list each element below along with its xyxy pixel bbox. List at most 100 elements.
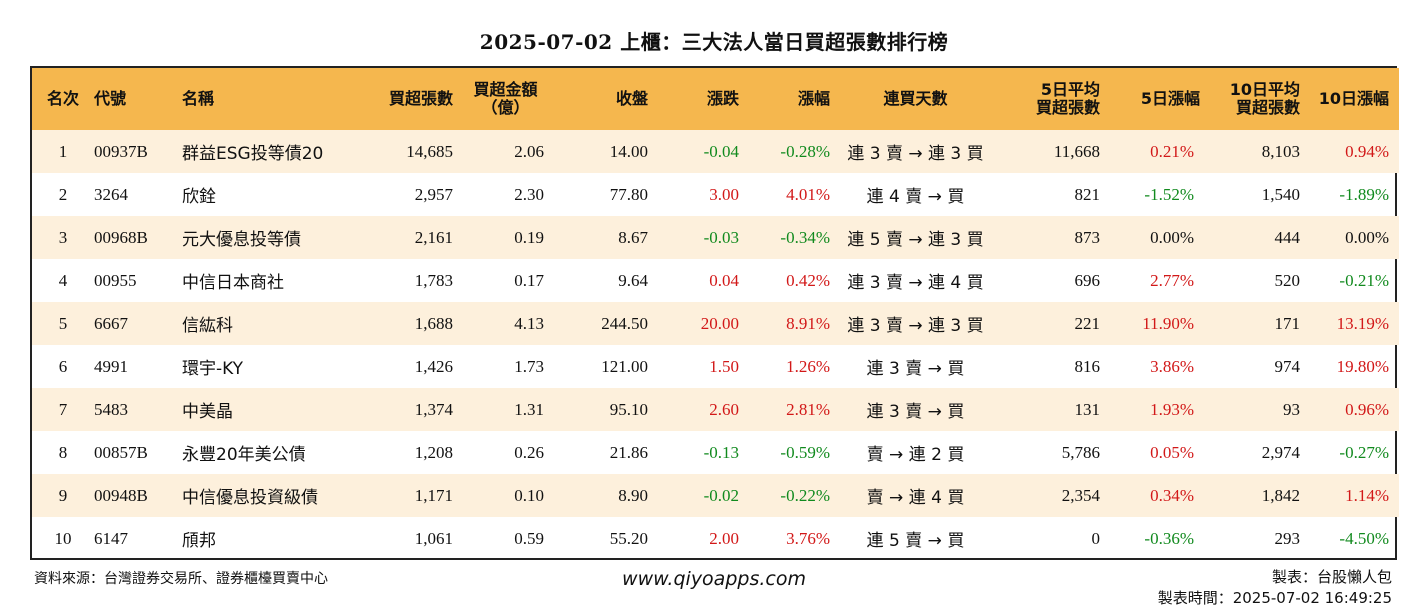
cell-change-pct: 2.81%: [786, 399, 830, 419]
cell-avg10: 974: [1274, 356, 1301, 376]
cell-pct10: 0.00%: [1345, 227, 1389, 247]
header-avg5-line1: 5日平均: [1040, 80, 1100, 99]
cell-avg5: 5,786: [1061, 442, 1100, 462]
cell-close: 121.00: [601, 356, 648, 376]
cell-close: 8.67: [618, 227, 648, 247]
cell-buy-amount: 0.59: [514, 528, 544, 548]
cell-name: 群益ESG投等債20: [182, 144, 324, 164]
cell-buy-lots: 1,061: [414, 528, 453, 548]
cell-change-pct: 3.76%: [786, 528, 830, 548]
cell-buy-lots: 1,688: [414, 313, 453, 333]
cell-code: 6667: [94, 313, 128, 333]
cell-avg10: 520: [1274, 270, 1301, 290]
footer-author: 製表：台股懶人包: [1271, 568, 1392, 586]
cell-buy-lots: 2,161: [414, 227, 453, 247]
cell-streak: 連 3 賣 → 連 3 買: [847, 316, 984, 336]
cell-change-pct: -0.22%: [780, 485, 830, 505]
cell-buy-amount: 0.26: [514, 442, 544, 462]
cell-pct5: -0.36%: [1144, 528, 1194, 548]
cell-pct10: 0.94%: [1345, 141, 1389, 161]
cell-name: 永豐20年美公債: [182, 445, 306, 465]
header-avg5: 5日平均 買超張數: [1001, 68, 1100, 130]
cell-streak: 賣 → 連 4 買: [866, 488, 965, 508]
cell-avg10: 93: [1283, 399, 1300, 419]
data-source: 資料來源：台灣證券交易所、證券櫃檯買賣中心: [34, 571, 328, 587]
table-row: 2 3264 欣銓 2,957 2.30 77.80 3.00 4.01% 連 4 賣 → 買 8…: [32, 173, 1399, 216]
cell-rank: 6: [58, 356, 68, 376]
cell-name: 欣銓: [182, 187, 216, 207]
cell-streak: 連 4 賣 → 買: [866, 187, 965, 207]
cell-rank: 3: [58, 227, 68, 247]
cell-change-pct: 8.91%: [786, 313, 830, 333]
table-row: 1 00937B 群益ESG投等債20 14,685 2.06 14.00 -0.04 -0.…: [32, 130, 1399, 173]
cell-change: -0.02: [703, 485, 739, 505]
cell-change: 2.60: [709, 399, 739, 419]
table-header-row: 名次 代號 名稱 買超張數 買超金額 （億） 收盤 漲跌 漲幅 連買天數 5日平…: [32, 68, 1399, 130]
cell-close: 55.20: [609, 528, 648, 548]
ranking-table: 名次 代號 名稱 買超張數 買超金額 （億） 收盤 漲跌 漲幅 連買天數 5日平…: [32, 68, 1399, 560]
header-name: 名稱: [182, 89, 215, 108]
cell-pct5: 3.86%: [1150, 356, 1194, 376]
cell-pct5: 11.90%: [1142, 313, 1194, 333]
cell-buy-amount: 0.17: [514, 270, 544, 290]
cell-change: -0.03: [703, 227, 739, 247]
cell-code: 6147: [94, 528, 128, 548]
cell-streak: 連 3 賣 → 買: [866, 359, 965, 379]
website-link[interactable]: www.qiyoapps.com: [622, 568, 806, 590]
cell-change: 1.50: [709, 356, 739, 376]
header-buy-amount: 買超金額 （億）: [453, 68, 558, 130]
cell-buy-lots: 1,171: [414, 485, 453, 505]
cell-pct10: -0.21%: [1339, 270, 1389, 290]
header-buy-amount-line1: 買超金額: [473, 80, 538, 99]
cell-code: 00937B: [94, 141, 148, 161]
table-row: 5 6667 信紘科 1,688 4.13 244.50 20.00 8.91% 連 3 賣 →…: [32, 302, 1399, 345]
cell-rank: 5: [58, 313, 68, 333]
cell-streak: 連 3 賣 → 連 3 買: [847, 144, 984, 164]
cell-pct5: 0.05%: [1150, 442, 1194, 462]
cell-buy-lots: 1,783: [414, 270, 453, 290]
header-avg10: 10日平均 買超張數: [1200, 68, 1300, 130]
table-row: 10 6147 頎邦 1,061 0.59 55.20 2.00 3.76% 連 5 賣 → 買…: [32, 517, 1399, 560]
table-row: 8 00857B 永豐20年美公債 1,208 0.26 21.86 -0.13 -0.59%…: [32, 431, 1399, 474]
cell-change-pct: -0.34%: [780, 227, 830, 247]
cell-buy-amount: 1.73: [514, 356, 544, 376]
cell-avg10: 1,540: [1261, 184, 1300, 204]
cell-pct5: 2.77%: [1150, 270, 1194, 290]
cell-rank: 1: [58, 141, 68, 161]
cell-change: -0.13: [703, 442, 739, 462]
cell-code: 00968B: [94, 227, 148, 247]
cell-name: 中信日本商社: [182, 273, 284, 293]
cell-pct10: 1.14%: [1345, 485, 1389, 505]
cell-close: 95.10: [609, 399, 648, 419]
cell-buy-amount: 2.30: [514, 184, 544, 204]
header-pct10: 10日漲幅: [1318, 89, 1389, 108]
cell-avg10: 1,842: [1261, 485, 1300, 505]
cell-avg5: 816: [1074, 356, 1101, 376]
cell-change: 3.00: [709, 184, 739, 204]
cell-buy-lots: 2,957: [414, 184, 453, 204]
footer-credits: 製表：台股懶人包 製表時間：2025-07-02 16:49:25: [1158, 567, 1392, 609]
cell-pct10: -0.27%: [1339, 442, 1389, 462]
cell-rank: 9: [58, 485, 68, 505]
cell-buy-lots: 1,426: [414, 356, 453, 376]
cell-avg5: 221: [1074, 313, 1101, 333]
ranking-table-container: 名次 代號 名稱 買超張數 買超金額 （億） 收盤 漲跌 漲幅 連買天數 5日平…: [30, 66, 1399, 560]
cell-code: 00857B: [94, 442, 148, 462]
table-row: 3 00968B 元大優息投等債 2,161 0.19 8.67 -0.03 -0.34% 連 …: [32, 216, 1399, 259]
cell-close: 77.80: [609, 184, 648, 204]
table-row: 7 5483 中美晶 1,374 1.31 95.10 2.60 2.81% 連 3 賣 → 買…: [32, 388, 1399, 431]
cell-change: 0.04: [709, 270, 739, 290]
cell-pct10: -1.89%: [1339, 184, 1389, 204]
cell-change-pct: 0.42%: [786, 270, 830, 290]
header-buy-lots: 買超張數: [388, 89, 453, 108]
cell-change-pct: 4.01%: [786, 184, 830, 204]
cell-rank: 8: [58, 442, 68, 462]
cell-code: 00955: [94, 270, 137, 290]
cell-pct10: -4.50%: [1339, 528, 1389, 548]
cell-code: 3264: [94, 184, 128, 204]
cell-buy-amount: 0.10: [514, 485, 544, 505]
table-body: 1 00937B 群益ESG投等債20 14,685 2.06 14.00 -0.04 -0.…: [32, 130, 1399, 560]
cell-buy-lots: 14,685: [406, 141, 453, 161]
cell-rank: 7: [58, 399, 68, 419]
header-rank: 名次: [46, 89, 79, 108]
